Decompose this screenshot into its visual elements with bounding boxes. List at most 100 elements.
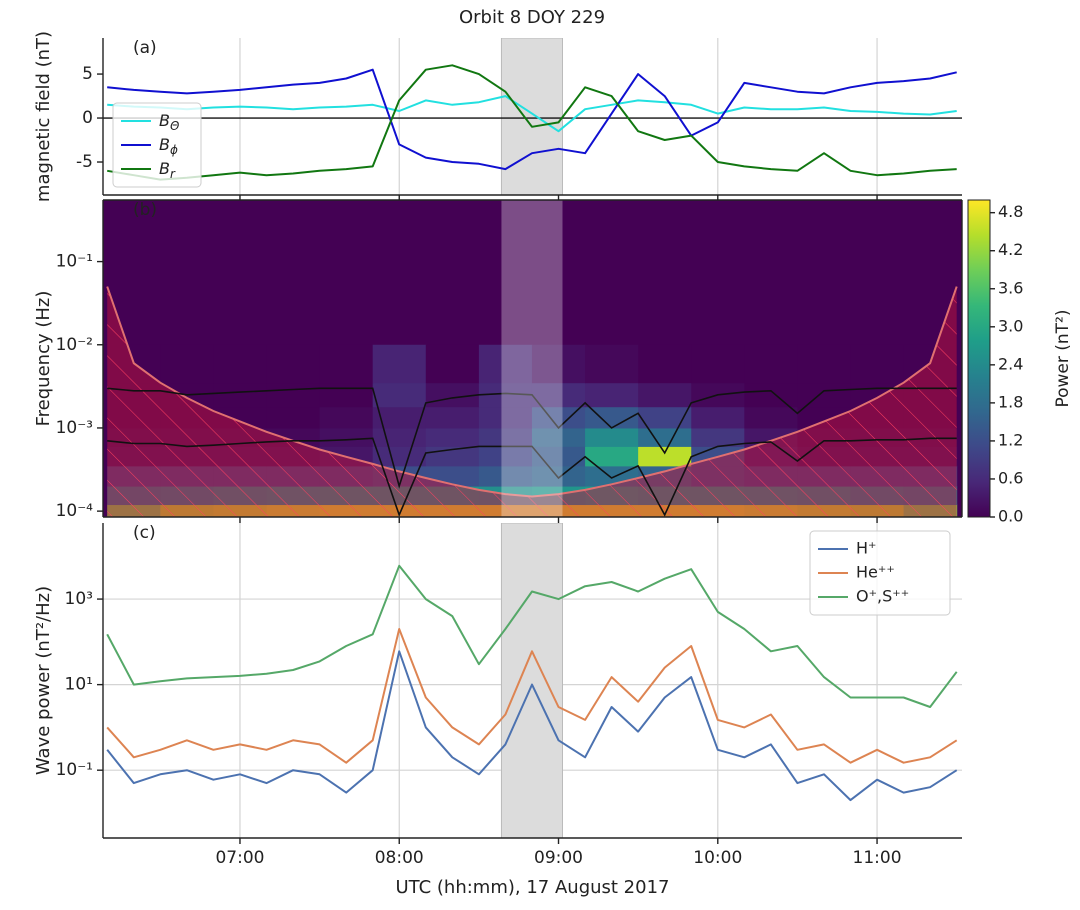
y-axis-label: Frequency (Hz) <box>33 291 54 427</box>
colorbar-label: Power (nT²) <box>1053 309 1073 407</box>
heatmap-cell <box>478 446 533 467</box>
heatmap-cell <box>319 406 374 429</box>
highlight-band <box>501 200 563 517</box>
panel-label: (c) <box>133 523 156 543</box>
panel <box>103 200 962 517</box>
heatmap-cell <box>425 344 480 384</box>
colorbar-tick-label: 0.0 <box>998 507 1023 526</box>
line <box>106 564 958 708</box>
x-tick-label: 11:00 <box>853 848 902 868</box>
heatmap-cell <box>213 344 268 384</box>
heatmap-cell <box>744 406 798 429</box>
chart-title: Orbit 8 DOY 229 <box>459 7 605 28</box>
colorbar-tick-label: 4.8 <box>998 202 1023 221</box>
heatmap-cell <box>744 382 798 408</box>
heatmap-cell <box>691 406 745 429</box>
heatmap-cell <box>691 344 745 384</box>
heatmap-cell <box>585 406 639 429</box>
colorbar-tick-label: 0.6 <box>998 468 1023 487</box>
heatmap-cell <box>266 344 321 384</box>
y-tick-label: 10¹ <box>65 675 93 695</box>
heatmap-cell <box>638 446 692 467</box>
colorbar-tick-label: 4.2 <box>998 240 1023 259</box>
panel <box>103 523 962 838</box>
heatmap-cell <box>585 344 639 384</box>
panel <box>103 38 962 195</box>
x-tick-label: 09:00 <box>534 848 583 868</box>
legend-label: He⁺⁺ <box>856 563 895 582</box>
heatmap-cell <box>266 406 321 429</box>
heatmap-cell <box>266 382 321 408</box>
y-tick-label: 10⁻¹ <box>56 252 93 272</box>
colorbar <box>967 199 991 518</box>
highlight-band <box>500 38 563 195</box>
colorbar-tick-label: 1.8 <box>998 392 1023 411</box>
heatmap-cell <box>372 427 427 447</box>
heatmap-cell <box>638 382 692 408</box>
heatmap-cell <box>531 382 586 408</box>
y-tick-label: 10⁻⁴ <box>56 501 94 521</box>
heatmap-cell <box>372 406 427 429</box>
line <box>107 68 957 171</box>
colorbar-tick-label: 2.4 <box>998 354 1023 373</box>
heatmap-cell <box>797 382 852 408</box>
heatmap-cell <box>425 427 480 447</box>
x-tick-label: 08:00 <box>375 848 424 868</box>
panel-label: (a) <box>133 38 157 58</box>
y-tick-label: 10⁻¹ <box>56 760 93 780</box>
heatmap-cell <box>744 344 798 384</box>
y-tick-label: 10⁻³ <box>56 418 93 438</box>
heatmap-cell <box>478 465 533 487</box>
heatmap-cell <box>478 427 533 447</box>
heatmap-cell <box>372 446 427 467</box>
heatmap-cell <box>372 344 427 384</box>
legend-label: O⁺,S⁺⁺ <box>856 587 909 606</box>
x-tick-label: 10:00 <box>693 848 742 868</box>
highlight-band <box>500 523 563 838</box>
line <box>107 437 957 517</box>
y-axis-label: magnetic field (nT) <box>33 31 54 202</box>
heatmap-cell <box>425 406 480 429</box>
heatmap-cell <box>585 382 639 408</box>
heatmap-cell <box>638 427 692 447</box>
line <box>107 64 957 181</box>
heatmap-cell <box>319 427 374 447</box>
line <box>106 650 958 802</box>
line <box>107 95 957 133</box>
legend-box <box>809 530 951 616</box>
x-axis-label: UTC (hh:mm), 17 August 2017 <box>396 877 670 898</box>
colorbar-tick-label: 1.2 <box>998 430 1023 449</box>
heatmap-cell <box>585 446 639 467</box>
heatmap-cell <box>585 427 639 447</box>
colorbar-tick-label: 3.6 <box>998 278 1023 297</box>
x-tick-label: 07:00 <box>215 848 264 868</box>
heatmap-cell <box>213 382 268 408</box>
y-tick-label: 10⁻² <box>56 335 93 355</box>
heatmap-cell <box>372 382 427 408</box>
legend-box <box>112 102 202 188</box>
y-tick-label: 5 <box>82 64 93 84</box>
heatmap-cell <box>425 382 480 408</box>
heatmap-cell <box>638 344 692 384</box>
heatmap-cell <box>531 427 586 447</box>
heatmap-cell <box>478 406 533 429</box>
y-tick-label: -5 <box>76 152 93 172</box>
heatmap-cell <box>160 344 214 384</box>
heatmap-cell <box>531 344 586 384</box>
line <box>106 628 958 764</box>
heatmap-cell <box>478 344 533 384</box>
heatmap-cell <box>319 382 374 408</box>
line <box>107 387 957 489</box>
y-axis-label: Wave power (nT²/Hz) <box>33 586 54 775</box>
heatmap-cell <box>797 344 852 384</box>
legend-label: H⁺ <box>856 539 876 558</box>
legend-label: Br <box>159 159 176 181</box>
coi-hatch <box>107 286 957 517</box>
legend-label: BΘ <box>159 111 180 133</box>
heatmap-cell <box>638 406 692 429</box>
colorbar-tick-label: 3.0 <box>998 316 1023 335</box>
heatmap-cell <box>319 344 374 384</box>
panel-label: (b) <box>133 200 157 220</box>
heatmap-cell <box>691 427 745 447</box>
